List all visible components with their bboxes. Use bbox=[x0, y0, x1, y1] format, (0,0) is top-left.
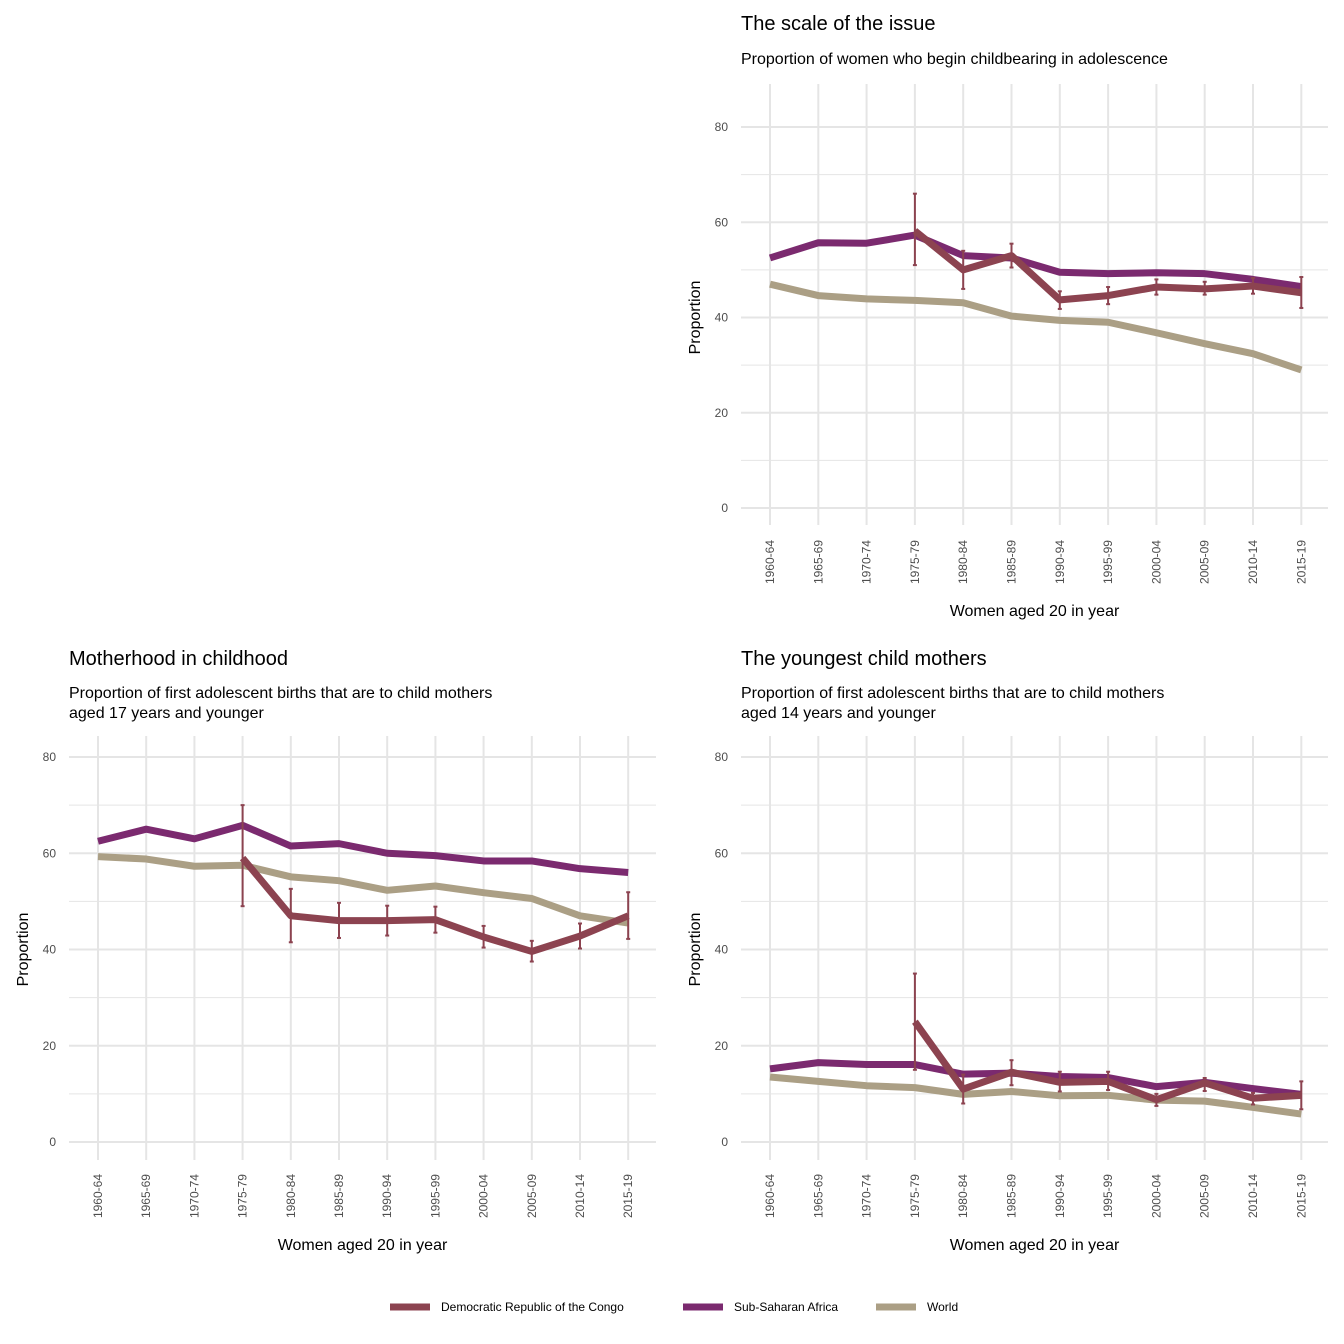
series-world bbox=[97, 853, 629, 927]
panel-scale-of-issue: The scale of the issue Proportion of wom… bbox=[687, 13, 1328, 620]
x-tick-label: 2015-19 bbox=[1294, 540, 1308, 584]
y-tick-label: 80 bbox=[715, 120, 729, 134]
x-tick-label: 2010-14 bbox=[1246, 540, 1260, 584]
x-tick-label: 1990-94 bbox=[380, 1174, 394, 1218]
y-tick-label: 60 bbox=[43, 846, 57, 860]
x-tick-label: 1985-89 bbox=[1005, 540, 1019, 584]
x-tick-label: 1995-99 bbox=[428, 1174, 442, 1218]
series-drc bbox=[239, 804, 631, 963]
x-tick-label: 1965-69 bbox=[811, 1174, 825, 1218]
series-line-drc bbox=[239, 855, 630, 955]
grid bbox=[741, 84, 1328, 525]
y-tick-label: 40 bbox=[43, 943, 57, 957]
series-line-ssa bbox=[768, 231, 1302, 291]
y-tick-label: 60 bbox=[715, 215, 729, 229]
x-tick-label: 1975-79 bbox=[908, 540, 922, 584]
series-line-world bbox=[769, 280, 1303, 374]
x-tick-label: 2000-04 bbox=[1149, 1174, 1163, 1218]
x-tick-label: 1970-74 bbox=[860, 1174, 874, 1218]
series-line-ssa bbox=[97, 821, 629, 876]
x-tick-label: 1980-84 bbox=[956, 540, 970, 584]
x-tick-label: 2015-19 bbox=[621, 1174, 635, 1218]
panel-title: Motherhood in childhood bbox=[69, 648, 288, 670]
x-axis-title: Women aged 20 in year bbox=[950, 603, 1120, 620]
x-tick-label: 2010-14 bbox=[1246, 1174, 1260, 1218]
x-tick-label: 2000-04 bbox=[1149, 540, 1163, 584]
panel-subtitle-line-1: Proportion of first adolescent births th… bbox=[741, 685, 1164, 702]
series-world bbox=[769, 1073, 1302, 1118]
y-tick-label: 0 bbox=[721, 1135, 728, 1149]
x-tick-label: 1970-74 bbox=[860, 540, 874, 584]
x-tick-label: 1975-79 bbox=[908, 1174, 922, 1218]
panel-title: The scale of the issue bbox=[741, 13, 936, 35]
x-tick-label: 2015-19 bbox=[1294, 1174, 1308, 1218]
series-line-drc bbox=[912, 1019, 1302, 1104]
grid bbox=[69, 736, 656, 1160]
legend-item-world: World bbox=[876, 1300, 958, 1314]
x-tick-label: 2005-09 bbox=[525, 1174, 539, 1218]
panel-subtitle-line-2: aged 14 years and younger bbox=[741, 705, 936, 722]
y-tick-label: 60 bbox=[715, 846, 729, 860]
series-ssa bbox=[97, 821, 629, 876]
panel-youngest-child-mothers: The youngest child mothers Proportion of… bbox=[687, 648, 1328, 1254]
panel-subtitle-line-1: Proportion of first adolescent births th… bbox=[69, 685, 492, 702]
x-tick-label: 1985-89 bbox=[1005, 1174, 1019, 1218]
series-line-world bbox=[769, 1073, 1302, 1118]
x-tick-label: 1980-84 bbox=[956, 1174, 970, 1218]
x-tick-label: 2005-09 bbox=[1198, 540, 1212, 584]
legend-label: Democratic Republic of the Congo bbox=[441, 1300, 624, 1314]
y-tick-label: 20 bbox=[715, 406, 729, 420]
x-tick-label: 2005-09 bbox=[1198, 1174, 1212, 1218]
series-line-world bbox=[97, 853, 629, 927]
x-tick-label: 1980-84 bbox=[284, 1174, 298, 1218]
y-tick-label: 40 bbox=[715, 943, 729, 957]
x-tick-label: 1960-64 bbox=[91, 1174, 105, 1218]
series-world bbox=[769, 280, 1303, 374]
x-tick-label: 1965-69 bbox=[811, 540, 825, 584]
panel-subtitle-line-1: Proportion of women who begin childbeari… bbox=[741, 51, 1168, 68]
legend: Democratic Republic of the Congo Sub-Saha… bbox=[390, 1300, 958, 1314]
x-tick-label: 1990-94 bbox=[1053, 1174, 1067, 1218]
x-tick-label: 1990-94 bbox=[1053, 540, 1067, 584]
legend-item-ssa: Sub-Saharan Africa bbox=[683, 1300, 838, 1314]
y-tick-label: 80 bbox=[43, 750, 57, 764]
x-axis-title: Women aged 20 in year bbox=[950, 1237, 1120, 1254]
y-tick-label: 40 bbox=[715, 311, 729, 325]
y-axis-title: Proportion bbox=[687, 281, 704, 355]
y-axis-title: Proportion bbox=[15, 913, 32, 987]
x-tick-label: 1960-64 bbox=[763, 1174, 777, 1218]
series-ssa bbox=[768, 231, 1302, 291]
series-drc bbox=[912, 972, 1304, 1111]
legend-label: Sub-Saharan Africa bbox=[734, 1300, 838, 1314]
y-tick-label: 0 bbox=[721, 501, 728, 515]
x-tick-label: 1995-99 bbox=[1101, 1174, 1115, 1218]
x-tick-label: 1995-99 bbox=[1101, 540, 1115, 584]
panel-motherhood-in-childhood: Motherhood in childhood Proportion of fi… bbox=[15, 648, 656, 1254]
y-axis-title: Proportion bbox=[687, 913, 704, 987]
y-tick-label: 0 bbox=[49, 1135, 56, 1149]
x-tick-label: 1985-89 bbox=[332, 1174, 346, 1218]
legend-label: World bbox=[927, 1300, 958, 1314]
x-tick-label: 1965-69 bbox=[139, 1174, 153, 1218]
y-tick-label: 20 bbox=[43, 1039, 57, 1053]
y-tick-label: 80 bbox=[715, 750, 729, 764]
x-tick-label: 2000-04 bbox=[477, 1174, 491, 1218]
x-tick-label: 1975-79 bbox=[236, 1174, 250, 1218]
x-tick-label: 2010-14 bbox=[573, 1174, 587, 1218]
series-drc bbox=[912, 192, 1304, 310]
panel-subtitle-line-2: aged 17 years and younger bbox=[69, 705, 264, 722]
y-tick-label: 20 bbox=[715, 1039, 729, 1053]
series-line-drc bbox=[912, 228, 1302, 304]
legend-item-drc: Democratic Republic of the Congo bbox=[390, 1300, 624, 1314]
x-axis-title: Women aged 20 in year bbox=[278, 1237, 448, 1254]
x-tick-label: 1970-74 bbox=[187, 1174, 201, 1218]
x-tick-label: 1960-64 bbox=[763, 540, 777, 584]
panel-title: The youngest child mothers bbox=[741, 648, 987, 670]
